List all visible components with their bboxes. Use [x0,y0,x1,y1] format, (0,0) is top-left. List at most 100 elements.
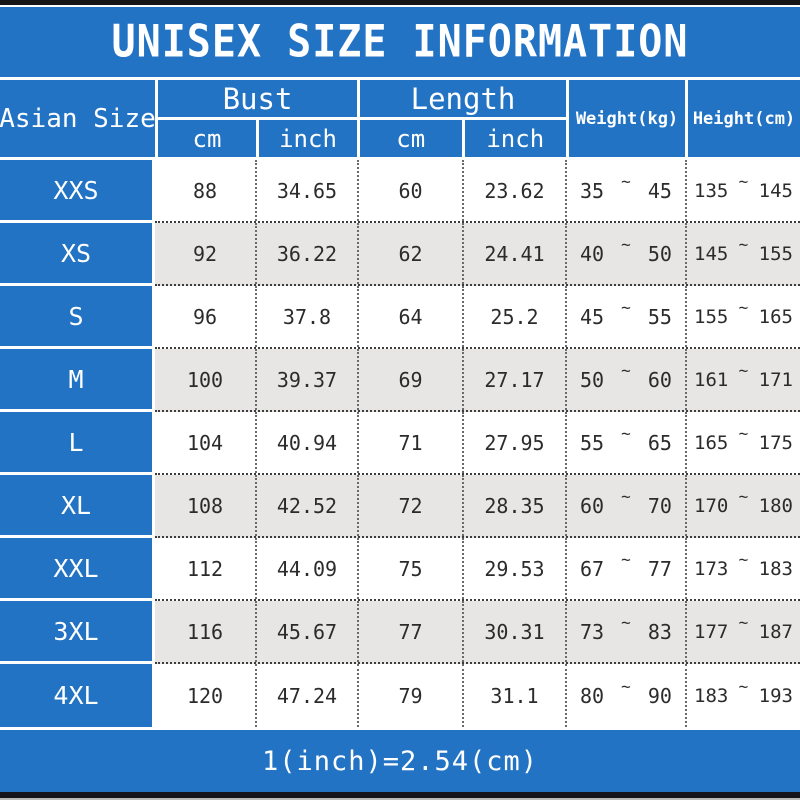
bust-inch-cell: 37.8 [255,286,357,347]
height-max: 145 [758,179,793,202]
height-min: 173 [694,557,729,580]
size-cell: XS [0,223,155,286]
length-cm-cell: 77 [357,601,462,662]
row-data: 88 34.65 60 23.62 35 ~45 135 ~145 [155,160,800,223]
weight-range-cell: 73 ~83 [565,601,685,662]
weight-range-cell: 50 ~60 [565,349,685,410]
table-row: M 100 39.37 69 27.17 50 ~60 161 ~171 [0,349,800,412]
weight-min: 60 [580,493,605,518]
weight-max: 77 [647,556,672,581]
tilde-glyph: ~ [621,361,631,380]
tilde-glyph: ~ [738,613,749,632]
table-header: Asian Size Bust cm inch Length cm inch W… [0,80,800,160]
height-max: 171 [758,368,793,391]
title-banner: UNISEX SIZE INFORMATION [0,7,800,77]
weight-max: 70 [647,493,672,518]
size-cell: 3XL [0,601,155,664]
weight-max: 83 [647,619,672,644]
bust-inch-cell: 40.94 [255,412,357,473]
bust-cm-cell: 100 [186,367,224,392]
height-range-cell: 165 ~175 [685,412,800,473]
row-data: 104 40.94 71 27.95 55 ~65 165 ~175 [155,412,800,475]
length-cm-cell: 79 [357,664,462,727]
table-body: XXS 88 34.65 60 23.62 35 ~45 135 ~145 XS 92 36.22 62… [0,160,800,727]
tilde-glyph: ~ [738,298,749,317]
length-cm-cell: 62 [357,223,462,284]
table-row: 4XL 120 47.24 79 31.1 80 ~90 183 ~193 [0,664,800,727]
weight-range-cell: 35 ~45 [565,160,685,221]
weight-min: 50 [580,367,605,392]
row-data: 100 39.37 69 27.17 50 ~60 161 ~171 [155,349,800,412]
length-label: Length [360,80,566,120]
table-row: 3XL 116 45.67 77 30.31 73 ~83 177 ~187 [0,601,800,664]
height-range-cell: 145 ~155 [685,223,800,284]
size-cell: M [0,349,155,412]
weight-max: 60 [647,367,672,392]
row-data: 112 44.09 75 29.53 67 ~77 173 ~183 [155,538,800,601]
length-group-header: Length cm inch [357,80,566,157]
weight-min: 55 [580,430,605,455]
height-max: 180 [758,494,793,517]
size-cell: XXL [0,538,155,601]
row-data: 92 36.22 62 24.41 40 ~50 145 ~155 [155,223,800,286]
page-border-bottom-edge [0,798,800,800]
tilde-glyph: ~ [621,172,631,191]
length-inch-cell: 29.53 [462,538,565,599]
weight-min: 45 [580,304,605,329]
height-range-cell: 155 ~165 [685,286,800,347]
height-min: 177 [694,620,729,643]
height-min: 183 [694,684,729,707]
bust-cm-cell: 112 [186,556,224,581]
table-row: S 96 37.8 64 25.2 45 ~55 155 ~165 [0,286,800,349]
weight-min: 40 [580,241,605,266]
table-row: XS 92 36.22 62 24.41 40 ~50 145 ~155 [0,223,800,286]
size-cell: XXS [0,160,155,223]
weight-range-cell: 40 ~50 [565,223,685,284]
weight-max: 50 [647,241,672,266]
tilde-glyph: ~ [738,550,749,569]
height-range-cell: 183 ~193 [685,664,800,727]
size-cell: S [0,286,155,349]
length-cm-cell: 60 [357,160,462,221]
tilde-glyph: ~ [621,424,631,443]
page-title: UNISEX SIZE INFORMATION [111,16,689,68]
height-max: 183 [758,557,793,580]
weight-max: 65 [647,430,672,455]
tilde-glyph: ~ [621,235,631,254]
height-min: 161 [694,368,729,391]
height-header: Height(cm) [685,80,800,157]
bust-cm-cell: 96 [192,304,218,329]
weight-max: 55 [647,304,672,329]
tilde-glyph: ~ [738,677,749,696]
weight-range-cell: 45 ~55 [565,286,685,347]
row-data: 96 37.8 64 25.2 45 ~55 155 ~165 [155,286,800,349]
bust-cm-cell: 120 [186,683,224,708]
weight-range-cell: 80 ~90 [565,664,685,727]
length-inch-cell: 27.95 [462,412,565,473]
tilde-glyph: ~ [738,235,749,254]
tilde-glyph: ~ [738,172,749,191]
length-cm-cell: 64 [357,286,462,347]
bust-cm-cell: 108 [186,493,224,518]
bust-inch-cell: 39.37 [255,349,357,410]
length-cm-cell: 69 [357,349,462,410]
size-cell: XL [0,475,155,538]
weight-min: 73 [580,619,605,644]
tilde-glyph: ~ [738,424,749,443]
table-row: XXS 88 34.65 60 23.62 35 ~45 135 ~145 [0,160,800,223]
weight-min: 67 [580,556,605,581]
height-max: 155 [758,242,793,265]
weight-range-cell: 67 ~77 [565,538,685,599]
tilde-glyph: ~ [621,677,631,696]
length-inch-cell: 27.17 [462,349,565,410]
tilde-glyph: ~ [621,550,631,569]
table-row: XL 108 42.52 72 28.35 60 ~70 170 ~180 [0,475,800,538]
bust-inch-cell: 42.52 [255,475,357,536]
tilde-glyph: ~ [738,361,749,380]
height-min: 135 [694,179,729,202]
bust-sub-cm: cm [192,124,222,153]
row-data: 116 45.67 77 30.31 73 ~83 177 ~187 [155,601,800,664]
bust-inch-cell: 47.24 [255,664,357,727]
height-min: 165 [694,431,729,454]
